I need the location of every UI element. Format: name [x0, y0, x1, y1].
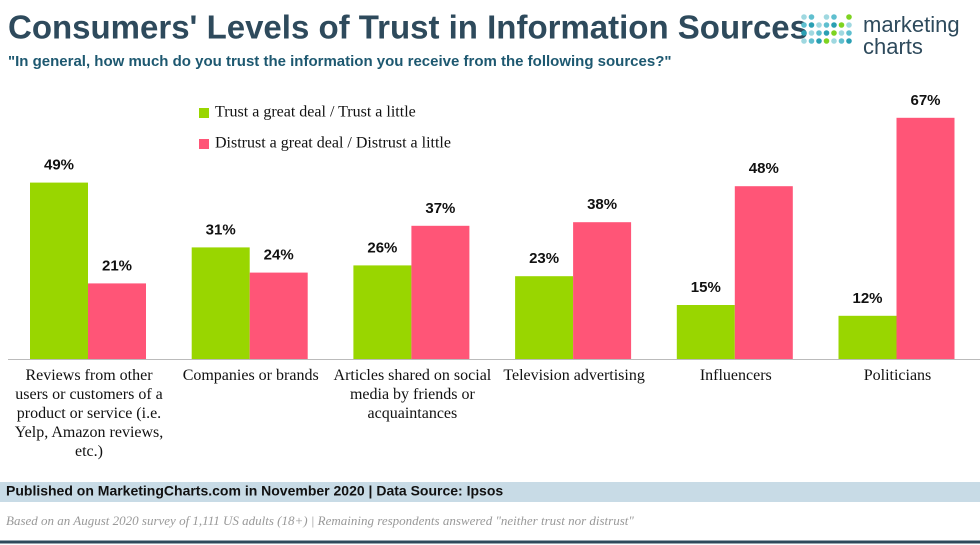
logo-dot: [801, 22, 807, 28]
value-label: 12%: [852, 290, 882, 307]
legend-swatch: [199, 108, 209, 118]
value-label: 37%: [425, 200, 455, 217]
bar: [411, 225, 470, 359]
legend-label: Distrust a great deal / Distrust a littl…: [215, 135, 451, 152]
value-label: 48%: [749, 160, 779, 177]
logo-dot: [831, 22, 837, 28]
bar: [734, 186, 793, 359]
logo-dot: [846, 30, 852, 36]
logo-dot: [808, 30, 815, 36]
bar: [88, 283, 146, 359]
logo-dot: [831, 14, 837, 20]
logo-dot: [801, 38, 807, 44]
logo-dot: [808, 14, 815, 20]
bar: [838, 315, 897, 359]
logo-dot: [838, 22, 845, 28]
chart-subtitle: "In general, how much do you trust the i…: [8, 53, 671, 70]
logo-dot: [846, 22, 852, 28]
value-label: 24%: [264, 247, 294, 264]
logo-text: charts: [863, 34, 923, 59]
logo-dot: [823, 14, 830, 20]
bar: [30, 182, 88, 359]
note: Based on an August 2020 survey of 1,111 …: [6, 513, 634, 528]
value-label: 23%: [529, 250, 559, 267]
logo-dot: [831, 38, 837, 44]
source: Published on MarketingCharts.com in Nove…: [6, 483, 503, 499]
x-tick-label: Television advertising: [503, 367, 645, 384]
bar: [573, 222, 632, 359]
x-tick-label: Companies or brands: [182, 367, 319, 384]
value-label: 21%: [102, 257, 132, 274]
bar: [353, 265, 412, 359]
logo-dot: [816, 38, 822, 44]
value-label: 49%: [44, 157, 74, 174]
x-tick-label: Articles shared on social media by frien…: [333, 367, 492, 422]
value-label: 67%: [910, 92, 940, 109]
bar: [515, 276, 574, 359]
logo-text: marketing: [863, 12, 960, 37]
logo-dot: [816, 22, 822, 28]
logo-dot: [831, 30, 837, 36]
logo-dot: [838, 38, 845, 44]
logo-dot: [808, 38, 815, 44]
logo-dot: [823, 30, 830, 36]
x-tick-label: Influencers: [699, 367, 772, 384]
value-label: 26%: [367, 239, 397, 256]
logo-dot: [823, 38, 830, 44]
value-label: 31%: [206, 221, 236, 238]
logo-dot: [846, 38, 852, 44]
logo-dot: [838, 30, 845, 36]
logo-dot: [846, 14, 852, 20]
logo-dots: [801, 14, 852, 44]
footer-band: [0, 482, 980, 502]
bar: [191, 247, 250, 359]
logo-dot: [816, 30, 822, 36]
chart-title: Consumers' Levels of Trust in Informatio…: [8, 9, 808, 46]
bar: [249, 272, 308, 359]
logo-dot: [823, 22, 830, 28]
logo-dot: [808, 22, 815, 28]
legend-swatch: [199, 139, 209, 149]
logo-dot: [801, 14, 807, 20]
legend-label: Trust a great deal / Trust a little: [215, 104, 416, 121]
bar: [896, 117, 955, 359]
logo-dot: [801, 30, 807, 36]
x-tick-label: Politicians: [863, 367, 932, 384]
x-tick-label: Reviews from other users or customers of…: [14, 367, 164, 460]
value-label: 38%: [587, 196, 617, 213]
bar: [676, 305, 735, 359]
value-label: 15%: [691, 279, 721, 296]
